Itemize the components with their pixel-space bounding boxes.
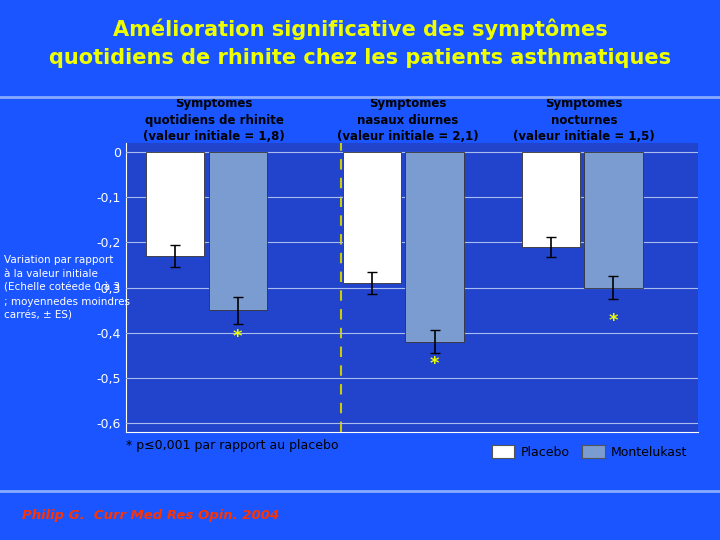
Text: *: * bbox=[233, 328, 243, 346]
Text: Amélioration significative des symptômes
quotidiens de rhinite chez les patients: Amélioration significative des symptômes… bbox=[49, 19, 671, 69]
Text: Symptômes
nasaux diurnes
(valeur initiale = 2,1): Symptômes nasaux diurnes (valeur initial… bbox=[337, 97, 479, 143]
Bar bbox=[146, 152, 204, 256]
Bar bbox=[405, 152, 464, 342]
Text: Philip G.  Curr Med Res Opin. 2004: Philip G. Curr Med Res Opin. 2004 bbox=[22, 509, 279, 522]
Text: Variation par rapport
à la valeur initiale
(Echelle cotéede 0 à 3
; moyennedes m: Variation par rapport à la valeur initia… bbox=[4, 254, 130, 321]
Text: * p≤0,001 par rapport au placebo: * p≤0,001 par rapport au placebo bbox=[126, 439, 338, 452]
Bar bbox=[585, 152, 642, 287]
Text: *: * bbox=[608, 313, 618, 330]
Bar bbox=[209, 152, 267, 310]
Text: *: * bbox=[430, 355, 439, 373]
Text: Symptômes
nocturnes
(valeur initiale = 1,5): Symptômes nocturnes (valeur initiale = 1… bbox=[513, 97, 654, 143]
Bar bbox=[522, 152, 580, 247]
Bar bbox=[343, 152, 401, 283]
Legend: Placebo, Montelukast: Placebo, Montelukast bbox=[487, 440, 692, 463]
Text: Symptômes
quotidiens de rhinite
(valeur initiale = 1,8): Symptômes quotidiens de rhinite (valeur … bbox=[143, 97, 285, 143]
